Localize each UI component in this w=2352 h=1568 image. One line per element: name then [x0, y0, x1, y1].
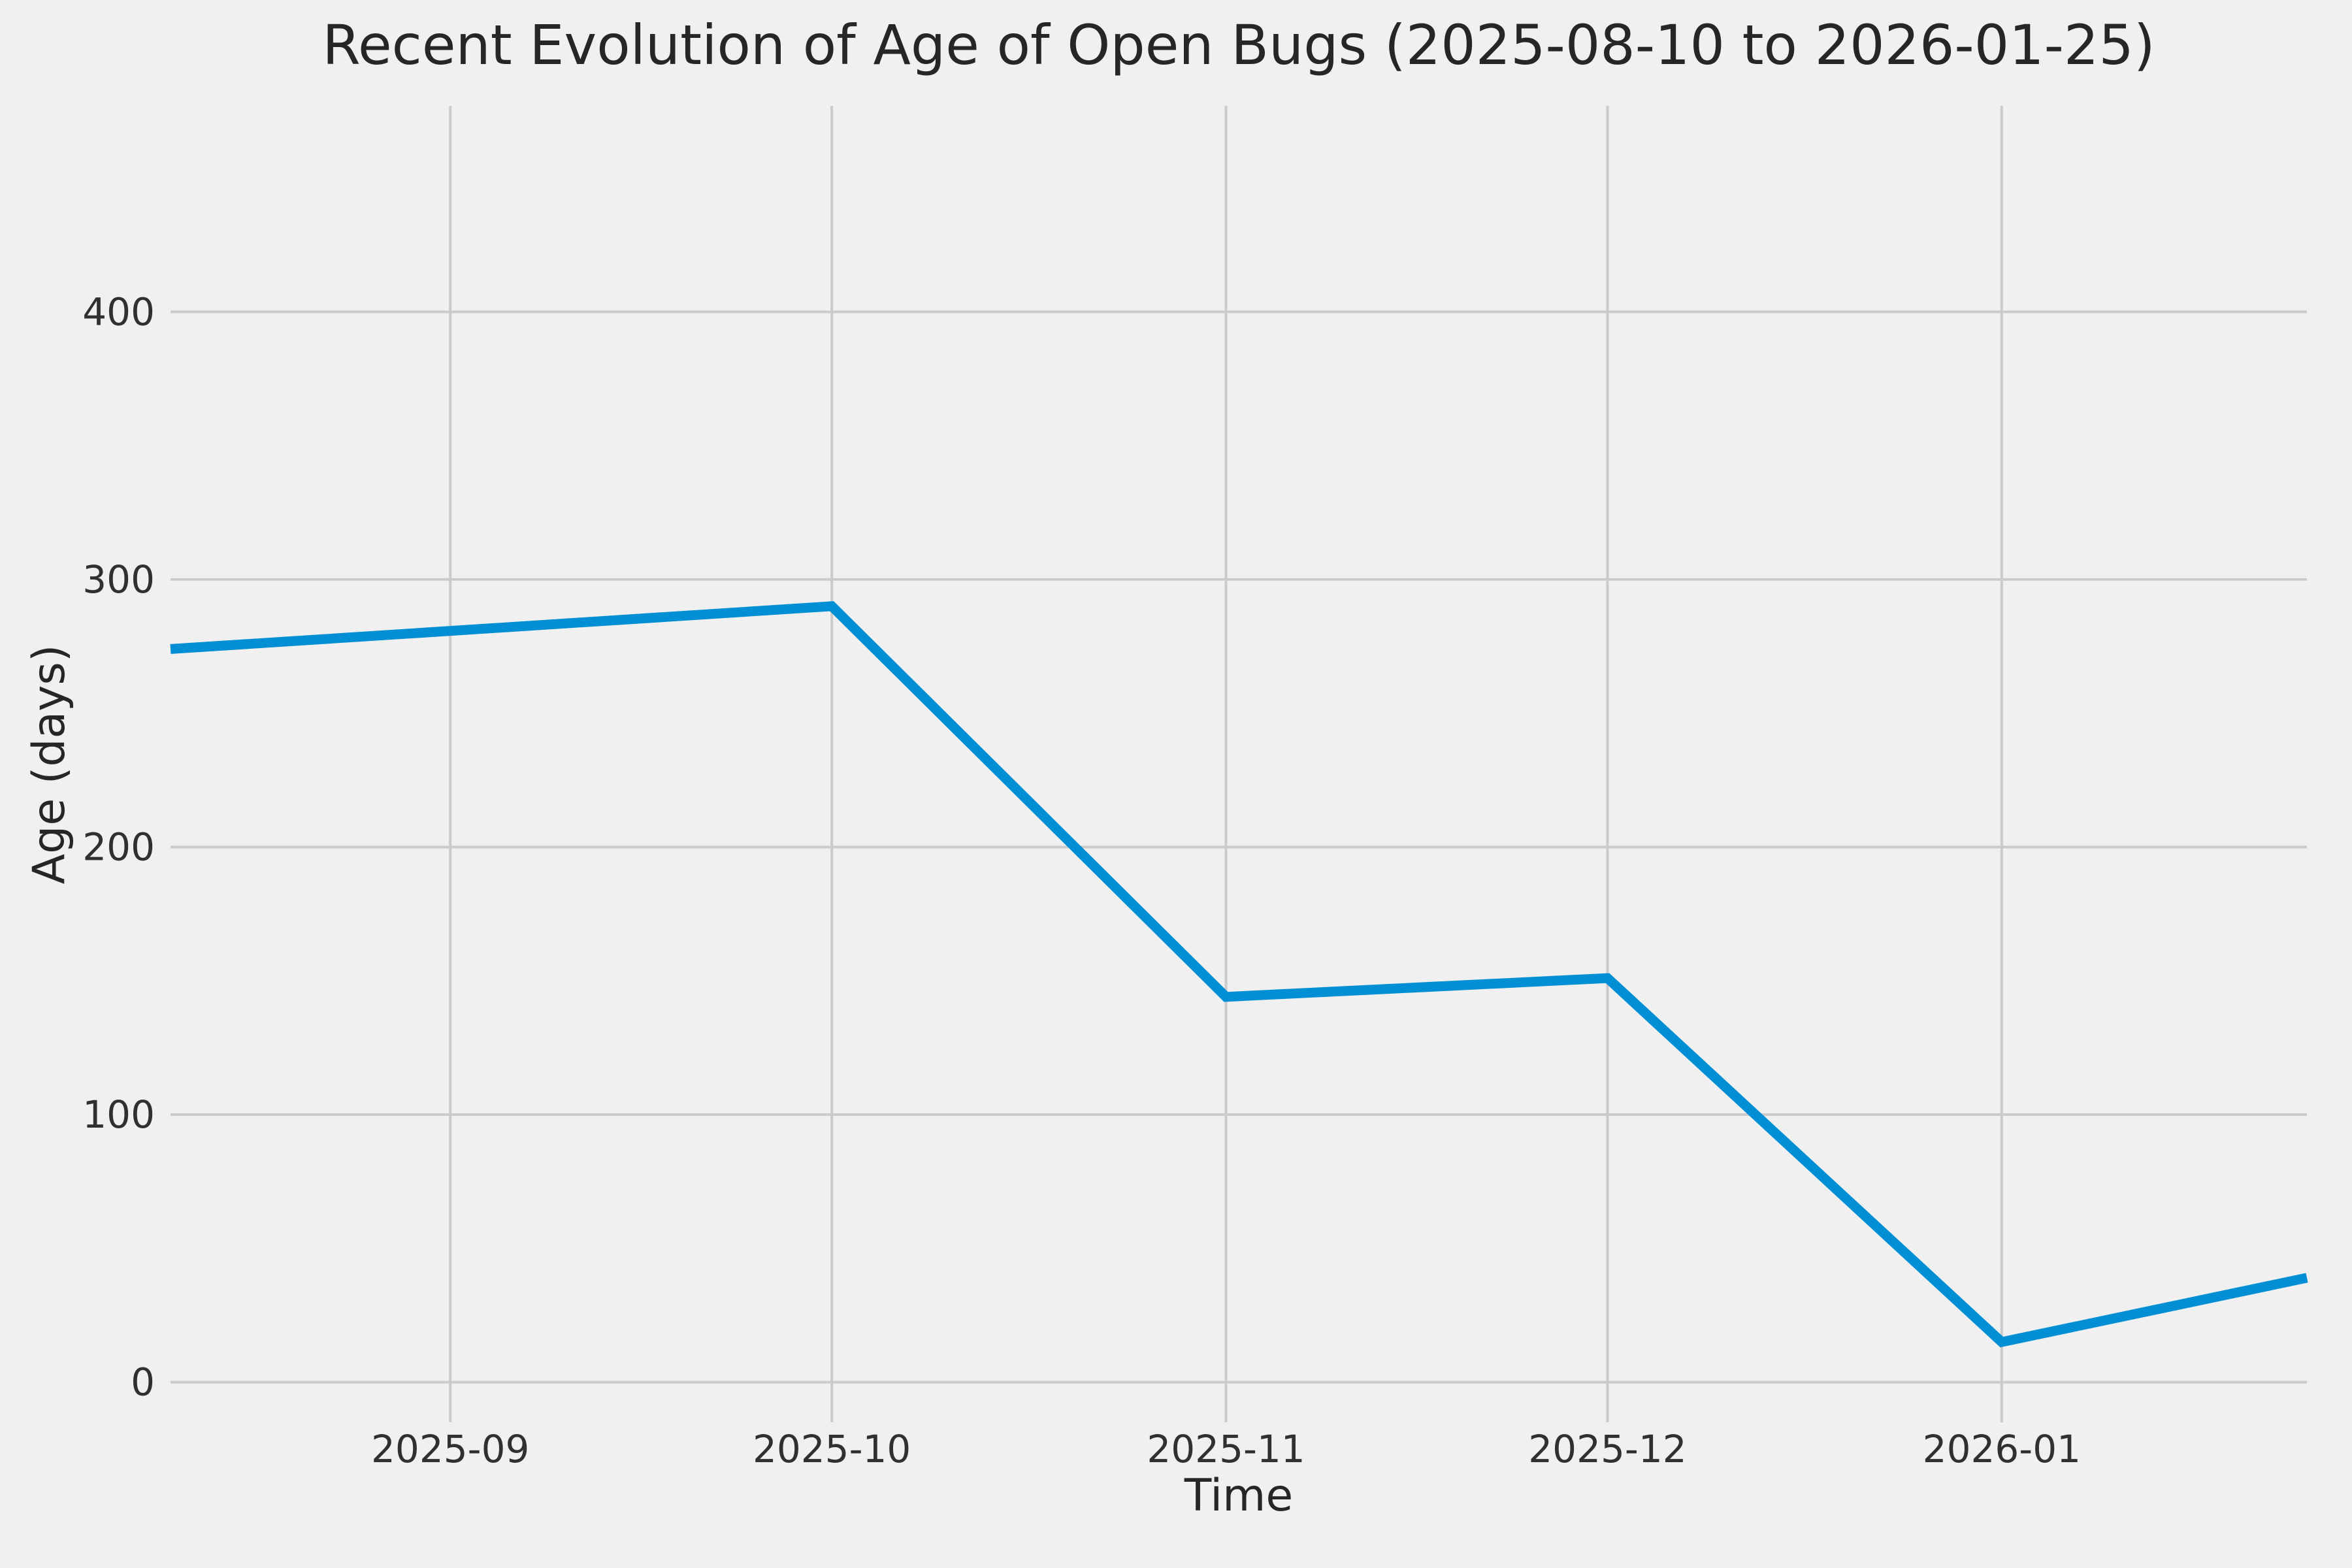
x-tick-label-2025-12: 2025-12 — [1528, 1427, 1686, 1471]
x-tick-label-2025-10: 2025-10 — [753, 1427, 911, 1471]
series-line-age-of-open-bugs — [170, 601, 2308, 1348]
gridlines — [171, 106, 2307, 1422]
y-tick-label-400: 400 — [82, 289, 155, 334]
x-tick-label-2026-01: 2026-01 — [1923, 1427, 2081, 1471]
x-tick-label-2025-11: 2025-11 — [1147, 1427, 1305, 1471]
tick-labels: 0 100 200 300 400 2025-09 2025-10 2025-11 2025-1… — [82, 289, 2081, 1471]
y-tick-label-300: 300 — [82, 557, 155, 602]
x-tick-label-2025-09: 2025-09 — [371, 1427, 529, 1471]
y-tick-label-0: 0 — [131, 1360, 155, 1405]
y-tick-label-200: 200 — [82, 825, 155, 869]
data-series — [170, 601, 2308, 1348]
y-axis-title: Age (days) — [24, 645, 75, 885]
chart-title: Recent Evolution of Age of Open Bugs (20… — [322, 13, 2155, 77]
x-axis-title: Time — [1184, 1470, 1293, 1522]
y-tick-label-100: 100 — [82, 1092, 155, 1137]
